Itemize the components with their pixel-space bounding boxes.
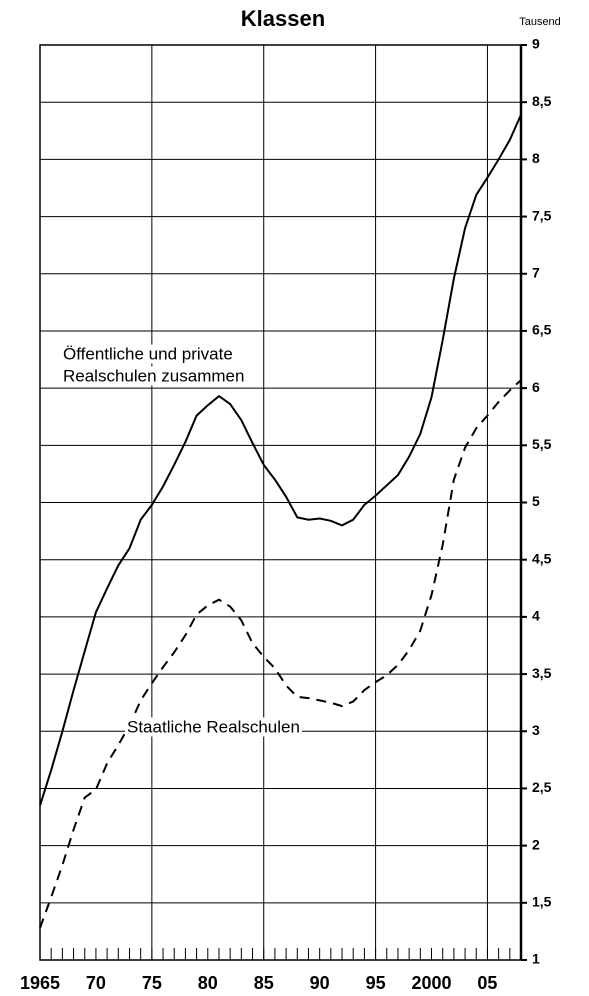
series-line — [39, 379, 522, 929]
annotation: Öffentliche und private — [63, 344, 233, 363]
series-line — [39, 114, 522, 806]
y-tick-label: 7,5 — [532, 207, 552, 223]
y-tick-label: 5,5 — [532, 436, 552, 452]
y-tick-label: 2 — [532, 836, 540, 852]
y-tick-label: 2,5 — [532, 779, 552, 795]
annotation-bg — [61, 366, 247, 386]
x-tick-label: 05 — [477, 973, 497, 993]
annotation: Staatliche Realschulen — [127, 717, 300, 736]
y-tick-label: 3,5 — [532, 665, 552, 681]
x-tick-label: 85 — [254, 973, 274, 993]
annotation-bg — [125, 717, 302, 737]
y-tick-label: 8 — [532, 150, 540, 166]
y-tick-label: 4,5 — [532, 550, 552, 566]
y-tick-label: 1 — [532, 951, 540, 967]
annotation: Realschulen zusammen — [63, 366, 244, 385]
y-tick-label: 5 — [532, 493, 540, 509]
y-tick-label: 1,5 — [532, 894, 552, 910]
x-tick-label: 70 — [86, 973, 106, 993]
x-tick-label: 95 — [366, 973, 386, 993]
x-tick-label: 2000 — [411, 973, 451, 993]
y-tick-label: 6 — [532, 379, 540, 395]
x-tick-label: 75 — [142, 973, 162, 993]
x-tick-label: 1965 — [20, 973, 60, 993]
y-tick-label: 6,5 — [532, 322, 552, 338]
y-tick-label: 9 — [532, 36, 540, 52]
y-tick-label: 8,5 — [532, 93, 552, 109]
y-tick-label: 7 — [532, 264, 540, 280]
x-tick-label: 80 — [198, 973, 218, 993]
y-tick-label: 4 — [532, 608, 540, 624]
x-tick-label: 90 — [310, 973, 330, 993]
chart-title: Klassen — [241, 6, 325, 31]
annotation-bg — [61, 344, 235, 364]
y-unit: Tausend — [519, 16, 561, 28]
y-tick-label: 3 — [532, 722, 540, 738]
